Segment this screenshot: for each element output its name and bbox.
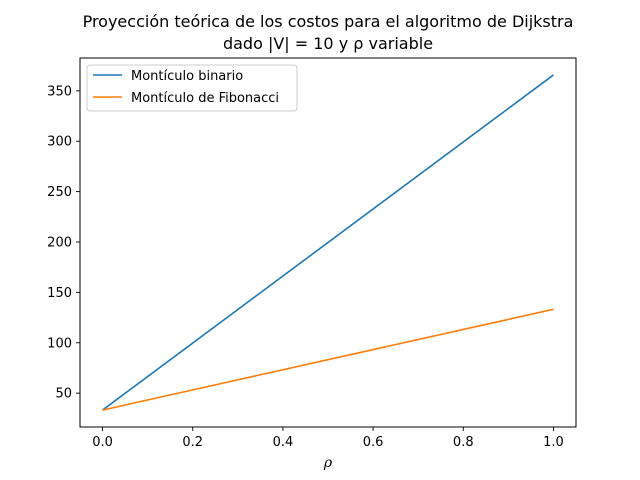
x-axis: 0.0 0.2 0.4 0.6 0.8 1.0 bbox=[92, 427, 564, 450]
x-tick-label: 1.0 bbox=[543, 435, 564, 450]
y-tick-label: 200 bbox=[47, 235, 72, 250]
x-tick-label: 0.2 bbox=[182, 435, 203, 450]
x-axis-label: ρ bbox=[323, 455, 333, 471]
legend-label-fibonacci-heap: Montículo de Fibonacci bbox=[131, 91, 279, 106]
y-tick-label: 250 bbox=[47, 185, 72, 200]
series-line-0 bbox=[102, 74, 554, 411]
y-axis: 50 100 150 200 250 300 350 bbox=[47, 84, 80, 402]
legend: Montículo binario Montículo de Fibonacci bbox=[86, 64, 298, 112]
chart-title-line-1: Proyección teórica de los costos para el… bbox=[83, 12, 574, 31]
series-line-1 bbox=[102, 308, 554, 411]
x-tick-label: 0.6 bbox=[363, 435, 384, 450]
x-tick-label: 0.8 bbox=[453, 435, 474, 450]
y-tick-label: 50 bbox=[55, 387, 72, 402]
plot-frame bbox=[79, 57, 577, 428]
y-tick-label: 350 bbox=[47, 84, 72, 99]
y-tick-label: 300 bbox=[47, 135, 72, 150]
legend-box bbox=[86, 64, 298, 112]
x-tick-label: 0.4 bbox=[273, 435, 294, 450]
y-tick-label: 150 bbox=[47, 286, 72, 301]
x-tick-label: 0.0 bbox=[92, 435, 113, 450]
legend-label-binary-heap: Montículo binario bbox=[131, 69, 243, 84]
chart-title-line-2: dado |V| = 10 y ρ variable bbox=[223, 34, 433, 53]
y-tick-label: 100 bbox=[47, 336, 72, 351]
plot-area bbox=[102, 74, 554, 411]
